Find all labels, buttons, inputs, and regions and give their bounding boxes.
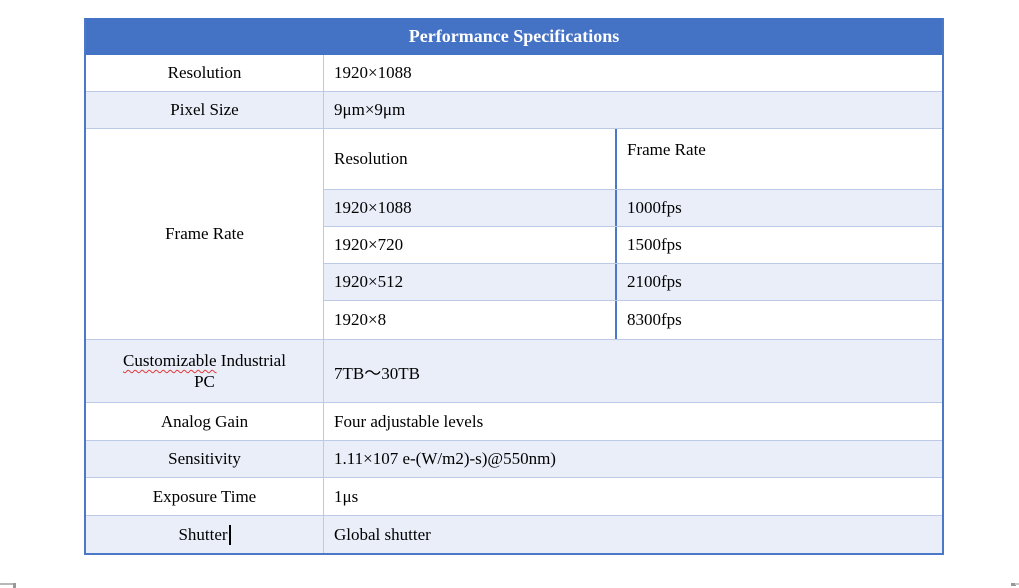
pixel-size-label-cell[interactable]: Pixel Size (86, 92, 324, 128)
table-row-exposure-time: Exposure Time 1μs (86, 478, 942, 516)
industrial-pc-label-line2: PC (194, 372, 215, 391)
exposure-time-value: 1μs (334, 486, 359, 506)
exposure-time-label: Exposure Time (152, 486, 257, 506)
table-row-analog-gain: Analog Gain Four adjustable levels (86, 403, 942, 441)
entry-fps-cell[interactable]: 1500fps (617, 227, 942, 264)
entry-resolution-value: 1920×720 (334, 234, 404, 254)
sensitivity-label-cell[interactable]: Sensitivity (86, 441, 324, 477)
entry-resolution-cell[interactable]: 1920×8 (324, 301, 617, 339)
text-caret (228, 524, 231, 545)
exposure-time-label-cell[interactable]: Exposure Time (86, 478, 324, 515)
frame-rate-entry-row: 1920×720 1500fps (324, 226, 942, 265)
table-row-industrial-pc: Customizable Industrial PC 7TB～30TB (86, 340, 942, 403)
performance-specifications-table: Performance Specifications Resolution 19… (84, 18, 944, 555)
sensitivity-value: 1.11×107 e-(W/m2)-s)@550nm) (334, 449, 556, 468)
resolution-label: Resolution (167, 63, 242, 82)
entry-fps-cell[interactable]: 8300fps (617, 301, 942, 339)
resolution-value: 1920×1088 (334, 63, 412, 82)
table-row-frame-rate: Frame Rate Resolution Frame Rate 1920×10… (86, 129, 942, 340)
entry-fps-value: 8300fps (627, 310, 682, 330)
spellcheck-underlined-word: Customizable (123, 351, 217, 370)
analog-gain-value-cell[interactable]: Four adjustable levels (324, 403, 942, 440)
industrial-pc-value: 7TB～30TB (334, 363, 420, 383)
subheader-resolution-cell[interactable]: Resolution (324, 129, 617, 189)
entry-fps-value: 1500fps (627, 234, 682, 254)
shutter-label: Shutter (178, 524, 228, 544)
shutter-value: Global shutter (334, 524, 431, 544)
frame-rate-label: Frame Rate (165, 224, 244, 243)
entry-resolution-cell[interactable]: 1920×1088 (324, 189, 617, 226)
table-title: Performance Specifications (408, 26, 620, 46)
entry-fps-value: 2100fps (627, 272, 682, 292)
table-header-row[interactable]: Performance Specifications (86, 18, 942, 55)
table-row-pixel-size: Pixel Size 9μm×9μm (86, 92, 942, 129)
frame-rate-entry-row: 1920×1088 1000fps (324, 189, 942, 227)
pixel-size-label: Pixel Size (170, 100, 239, 119)
pixel-size-value: 9μm×9μm (334, 100, 406, 119)
industrial-pc-label: Customizable Industrial PC (123, 350, 286, 392)
shutter-value-cell[interactable]: Global shutter (324, 516, 942, 553)
subheader-resolution-label: Resolution (334, 148, 408, 168)
entry-resolution-value: 1920×8 (334, 310, 387, 330)
pixel-size-value-cell[interactable]: 9μm×9μm (324, 92, 942, 128)
industrial-pc-label-rest: Industrial (216, 351, 286, 370)
frame-rate-entry-row: 1920×512 2100fps (324, 264, 942, 302)
exposure-time-value-cell[interactable]: 1μs (324, 478, 942, 515)
table-row-shutter: Shutter Global shutter (86, 516, 942, 553)
analog-gain-label-cell[interactable]: Analog Gain (86, 403, 324, 440)
analog-gain-label: Analog Gain (160, 411, 249, 431)
frame-rate-label-cell[interactable]: Frame Rate (86, 129, 324, 339)
analog-gain-value: Four adjustable levels (334, 411, 484, 431)
resolution-label-cell[interactable]: Resolution (86, 55, 324, 91)
entry-resolution-cell[interactable]: 1920×512 (324, 264, 617, 301)
sensitivity-label: Sensitivity (168, 449, 241, 468)
table-row-resolution: Resolution 1920×1088 (86, 55, 942, 92)
bottom-left-ui-fragment-nub (13, 583, 16, 588)
sensitivity-value-cell[interactable]: 1.11×107 e-(W/m2)-s)@550nm) (324, 441, 942, 477)
subheader-frame-rate-label: Frame Rate (627, 140, 706, 159)
entry-resolution-value: 1920×512 (334, 272, 404, 292)
entry-fps-value: 1000fps (627, 197, 682, 217)
entry-fps-cell[interactable]: 2100fps (617, 264, 942, 300)
subheader-frame-rate-cell[interactable]: Frame Rate (617, 129, 942, 189)
table-row-sensitivity: Sensitivity 1.11×107 e-(W/m2)-s)@550nm) (86, 441, 942, 478)
bottom-left-ui-fragment (0, 583, 15, 585)
entry-fps-cell[interactable]: 1000fps (617, 190, 942, 226)
resolution-value-cell[interactable]: 1920×1088 (324, 55, 942, 91)
frame-rate-entry-row: 1920×8 8300fps (324, 301, 942, 339)
bottom-right-ui-fragment (1015, 583, 1019, 585)
industrial-pc-label-cell[interactable]: Customizable Industrial PC (86, 340, 324, 402)
industrial-pc-value-cell[interactable]: 7TB～30TB (324, 340, 942, 402)
frame-rate-subtable: Resolution Frame Rate 1920×1088 1000fps … (324, 129, 942, 339)
entry-resolution-value: 1920×1088 (334, 197, 412, 217)
entry-resolution-cell[interactable]: 1920×720 (324, 226, 617, 264)
frame-rate-subtable-header-row: Resolution Frame Rate (324, 129, 942, 190)
bottom-right-ui-fragment-nub (1011, 583, 1016, 586)
shutter-label-cell[interactable]: Shutter (86, 516, 324, 553)
